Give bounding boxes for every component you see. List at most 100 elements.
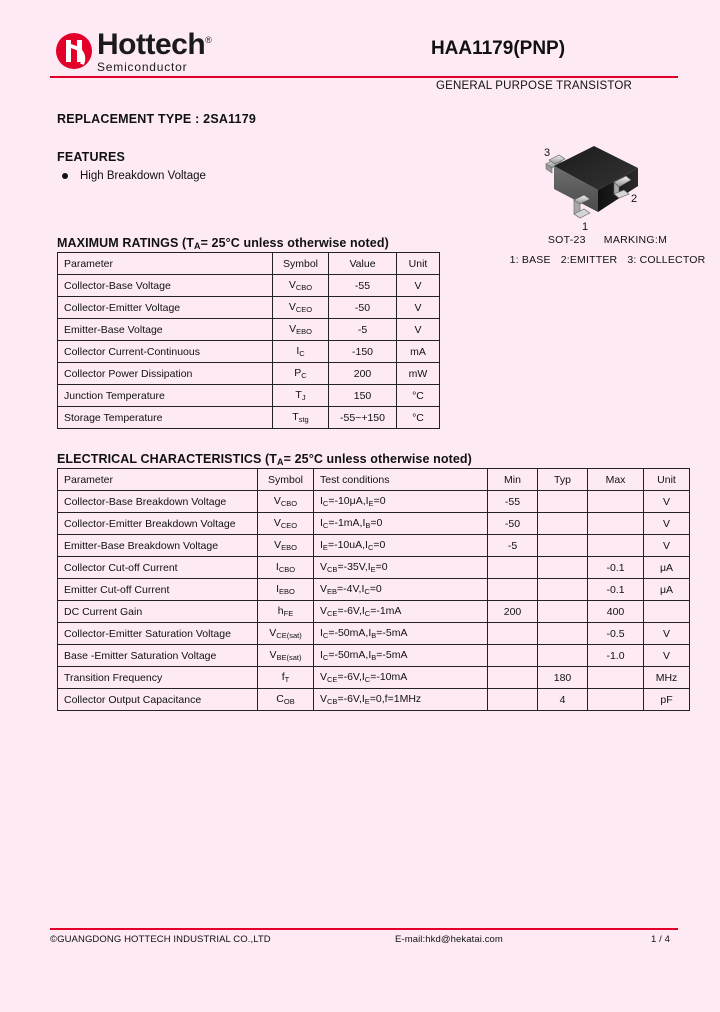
cell-typ xyxy=(537,512,588,535)
cell-symbol: ICBO xyxy=(257,556,314,579)
electrical-characteristics-table: Parameter Symbol Test conditions Min Typ… xyxy=(57,468,690,711)
page-footer: ©GUANGDONG HOTTECH INDUSTRIAL CO.,LTD E-… xyxy=(50,934,678,950)
cell-unit: mA xyxy=(396,340,440,363)
cell-min xyxy=(487,644,538,667)
cell-min xyxy=(487,666,538,689)
table-row: DC Current Gain hFE VCE=-6V,IC=-1mA 200 400 xyxy=(57,600,690,623)
features-heading: FEATURES xyxy=(57,150,126,164)
maximum-ratings-heading: MAXIMUM RATINGS (TA= 25°C unless otherwi… xyxy=(57,236,389,251)
table-row: Base -Emitter Saturation Voltage VBE(sat)… xyxy=(57,644,690,667)
column-header-value: Value xyxy=(328,252,397,275)
elec-title-rest: = 25°C unless otherwise noted) xyxy=(283,452,472,466)
table-row: Collector-Emitter Voltage VCEO -50 V xyxy=(57,296,440,319)
cell-symbol: IEBO xyxy=(257,578,314,601)
cell-unit: μA xyxy=(643,578,690,601)
max-title-sub: A xyxy=(193,241,201,251)
pin-1-label: 1: BASE xyxy=(509,254,551,266)
cell-min: -50 xyxy=(487,512,538,535)
footer-page-number: 1 / 4 xyxy=(651,934,670,945)
column-header-max: Max xyxy=(587,468,644,491)
column-header-symbol: Symbol xyxy=(272,252,329,275)
cell-min xyxy=(487,578,538,601)
cell-symbol: Tstg xyxy=(272,406,329,429)
table-header-row: Parameter Symbol Test conditions Min Typ… xyxy=(57,468,690,491)
feature-label: High Breakdown Voltage xyxy=(80,170,206,182)
cell-min xyxy=(487,556,538,579)
table-row: Collector-Base Breakdown Voltage VCBO IC=-… xyxy=(57,490,690,513)
cell-max: 400 xyxy=(587,600,644,623)
cell-test-conditions: IC=-10μA,IE=0 xyxy=(313,490,488,513)
cell-min: -5 xyxy=(487,534,538,557)
elec-title-sub: A xyxy=(277,457,284,467)
pin-3-label: 3: COLLECTOR xyxy=(627,254,706,266)
bullet-icon xyxy=(62,173,68,179)
pin-2-label: 2:EMITTER xyxy=(560,254,618,266)
table-row: Junction Temperature TJ 150 °C xyxy=(57,384,440,407)
footer-email: E-mail:hkd@hekatai.com xyxy=(395,934,503,945)
footer-company: ©GUANGDONG HOTTECH INDUSTRIAL CO.,LTD xyxy=(50,934,271,945)
registered-mark-icon: ® xyxy=(205,35,212,45)
cell-symbol: VBE(sat) xyxy=(257,644,314,667)
table-row: Collector-Emitter Saturation Voltage VCE(… xyxy=(57,622,690,645)
cell-symbol: hFE xyxy=(257,600,314,623)
cell-parameter: Collector Cut-off Current xyxy=(57,556,258,579)
cell-typ xyxy=(537,556,588,579)
cell-unit: V xyxy=(643,490,690,513)
table-row: Collector Output Capacitance COB VCB=-6V,I… xyxy=(57,688,690,711)
cell-unit: V xyxy=(396,274,440,297)
svg-text:3: 3 xyxy=(544,147,550,159)
table-row: Transition Frequency fT VCE=-6V,IC=-10mA 18… xyxy=(57,666,690,689)
cell-typ xyxy=(537,578,588,601)
cell-unit xyxy=(643,600,690,623)
package-caption: SOT-23 MARKING:M xyxy=(500,234,715,246)
cell-value: -5 xyxy=(328,318,397,341)
table-row: Storage Temperature Tstg -55~+150 °C xyxy=(57,406,440,429)
cell-symbol: fT xyxy=(257,666,314,689)
cell-parameter: Collector Power Dissipation xyxy=(57,362,273,385)
logo-text: Hottech® Semiconductor xyxy=(97,30,212,74)
column-header-parameter: Parameter xyxy=(57,252,273,275)
sot23-package-icon: 3 1 2 xyxy=(544,146,638,232)
cell-typ xyxy=(537,644,588,667)
table-row: Emitter-Base Voltage VEBO -5 V xyxy=(57,318,440,341)
column-header-unit: Unit xyxy=(396,252,440,275)
cell-test-conditions: IC=-50mA,IB=-5mA xyxy=(313,644,488,667)
svg-text:1: 1 xyxy=(582,221,588,232)
cell-typ: 4 xyxy=(537,688,588,711)
svg-text:2: 2 xyxy=(631,193,637,205)
cell-symbol: VEBO xyxy=(272,318,329,341)
column-header-parameter: Parameter xyxy=(57,468,258,491)
package-name: SOT-23 xyxy=(547,234,586,246)
cell-parameter: Collector-Base Voltage xyxy=(57,274,273,297)
cell-symbol: VCBO xyxy=(257,490,314,513)
cell-unit: mW xyxy=(396,362,440,385)
maximum-ratings-table: Parameter Symbol Value Unit Collector-Ba… xyxy=(57,252,440,429)
cell-unit: V xyxy=(643,512,690,535)
cell-parameter: Transition Frequency xyxy=(57,666,258,689)
footer-rule xyxy=(50,928,678,930)
cell-symbol: VCBO xyxy=(272,274,329,297)
cell-max xyxy=(587,534,644,557)
cell-unit: pF xyxy=(643,688,690,711)
cell-max xyxy=(587,688,644,711)
cell-max: -0.1 xyxy=(587,578,644,601)
package-diagram: 3 1 2 SOT-23 MARKING:M 1: BASE 2:EMITTER 3:… xyxy=(500,140,715,266)
cell-max: -1.0 xyxy=(587,644,644,667)
cell-min: 200 xyxy=(487,600,538,623)
cell-unit: MHz xyxy=(643,666,690,689)
cell-symbol: VCEO xyxy=(257,512,314,535)
cell-symbol: VEBO xyxy=(257,534,314,557)
column-header-min: Min xyxy=(487,468,538,491)
part-number-title: HAA1179(PNP) xyxy=(430,38,566,59)
column-header-unit: Unit xyxy=(643,468,690,491)
cell-parameter: Collector-Emitter Saturation Voltage xyxy=(57,622,258,645)
cell-typ xyxy=(537,490,588,513)
cell-symbol: VCE(sat) xyxy=(257,622,314,645)
cell-unit: V xyxy=(396,318,440,341)
cell-value: 150 xyxy=(328,384,397,407)
header-rule-left xyxy=(50,76,390,78)
features-list: High Breakdown Voltage xyxy=(62,170,206,182)
cell-max: -0.5 xyxy=(587,622,644,645)
cell-parameter: Collector Output Capacitance xyxy=(57,688,258,711)
